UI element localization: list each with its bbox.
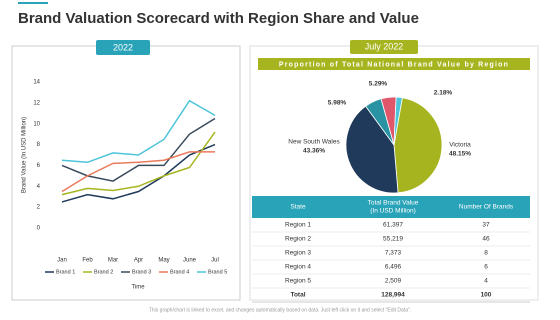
legend-label: Brand 1	[56, 269, 75, 275]
header-cell: Total Brand Value	[368, 200, 419, 207]
x-axis-label: Time	[131, 285, 145, 291]
legend-label: Brand 3	[132, 269, 151, 275]
pie-title-bar	[258, 58, 530, 70]
legend-label: Brand 5	[208, 269, 227, 275]
table-cell: Region 4	[285, 264, 311, 271]
series-line	[61, 99, 216, 164]
slice-value: 5.98%	[328, 100, 347, 107]
x-tick-label: May	[158, 258, 169, 264]
table-cell: 7,373	[385, 250, 402, 257]
pie-title: Proportion of Total National Brand Value…	[279, 61, 509, 68]
y-tick-label: 4	[37, 184, 41, 190]
header-cell: (In USD Million)	[370, 208, 416, 215]
table-cell: 55,219	[383, 236, 403, 243]
table-cell: 6	[484, 264, 488, 271]
table-cell: 61,397	[383, 222, 403, 229]
header-cell: State	[290, 204, 306, 211]
y-tick-label: 10	[33, 121, 40, 127]
table-header	[252, 196, 530, 218]
accent-line	[18, 2, 48, 4]
table-cell: 8	[484, 250, 488, 257]
table-cell: Total	[290, 292, 305, 299]
table-cell: 37	[482, 222, 490, 229]
y-tick-label: 14	[33, 80, 40, 86]
line-badge	[96, 40, 150, 55]
series-line	[61, 151, 215, 193]
slide-title: Brand Valuation Scorecard with Region Sh…	[18, 10, 419, 27]
y-tick-label: 2	[37, 205, 41, 211]
pie-slice	[393, 97, 443, 194]
table-cell: 100	[481, 292, 492, 299]
x-tick-label: Jan	[57, 258, 67, 264]
y-axis-label: Brand Value (In USD Million)	[22, 117, 28, 193]
table-cell: Region 3	[285, 250, 311, 257]
x-tick-label: Jul	[211, 258, 219, 264]
x-tick-label: Feb	[82, 258, 93, 264]
table-cell: Region 1	[285, 222, 311, 229]
series-line	[61, 143, 216, 203]
slice-name: Victoria	[449, 142, 471, 149]
table-cell: 128,994	[381, 292, 405, 299]
slice-value: 43.36%	[303, 148, 325, 155]
header-cell: Number Of Brands	[459, 204, 514, 211]
x-tick-label: Apr	[134, 258, 143, 264]
pie-slice	[393, 96, 403, 146]
slice-value: 48.15%	[449, 151, 471, 158]
slice-value: 2.18%	[434, 90, 453, 97]
footer-note: This graph/chart is linked to excel, and…	[149, 307, 411, 313]
x-tick-label: June	[183, 258, 197, 264]
legend-label: Brand 2	[94, 269, 113, 275]
table-cell: 6,496	[385, 264, 402, 271]
line-badge-text: 2022	[113, 42, 133, 52]
pie-badge	[350, 40, 418, 54]
series-line	[61, 131, 216, 196]
table-cell: 4	[484, 278, 488, 285]
y-tick-label: 12	[33, 100, 40, 106]
y-tick-label: 6	[37, 163, 41, 169]
slice-name: New South Wales	[288, 139, 340, 146]
table-cell: 46	[482, 236, 490, 243]
table-cell: 2,509	[385, 278, 402, 285]
legend-label: Brand 4	[170, 269, 189, 275]
table-cell: Region 5	[285, 278, 311, 285]
table-cell: Region 2	[285, 236, 311, 243]
x-tick-label: Mar	[108, 258, 118, 264]
y-tick-label: 8	[37, 142, 41, 148]
pie-slice	[345, 105, 399, 194]
slice-value: 5.29%	[369, 81, 388, 88]
y-tick-label: 0	[37, 226, 41, 232]
pie-badge-text: July 2022	[365, 41, 404, 51]
